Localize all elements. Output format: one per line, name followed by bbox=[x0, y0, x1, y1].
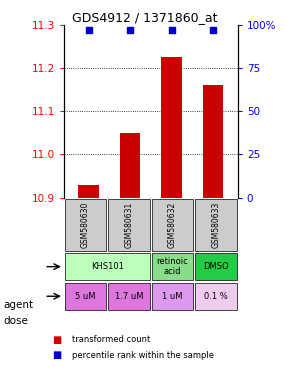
Bar bbox=[152, 199, 193, 251]
Bar bbox=[108, 199, 150, 251]
Text: 5 uM: 5 uM bbox=[75, 292, 96, 301]
Bar bbox=[195, 199, 237, 251]
Text: 1.7 uM: 1.7 uM bbox=[115, 292, 143, 301]
Bar bbox=[152, 253, 193, 280]
Text: KHS101: KHS101 bbox=[91, 262, 124, 271]
Text: transformed count: transformed count bbox=[72, 335, 151, 344]
Text: retinoic
acid: retinoic acid bbox=[157, 257, 189, 276]
Bar bbox=[195, 283, 237, 310]
Bar bbox=[78, 185, 99, 198]
Text: DMSO: DMSO bbox=[203, 262, 229, 271]
Bar bbox=[108, 283, 150, 310]
Bar bbox=[65, 199, 106, 251]
Bar bbox=[161, 57, 182, 198]
Text: GSM580632: GSM580632 bbox=[168, 202, 177, 248]
Bar bbox=[203, 85, 223, 198]
Text: ■: ■ bbox=[52, 335, 61, 345]
Bar bbox=[65, 253, 150, 280]
Text: GSM580630: GSM580630 bbox=[81, 202, 90, 248]
Text: GSM580633: GSM580633 bbox=[211, 202, 221, 248]
Bar bbox=[65, 283, 106, 310]
Bar bbox=[195, 253, 237, 280]
Point bbox=[86, 27, 91, 33]
Text: GSM580631: GSM580631 bbox=[124, 202, 134, 248]
Text: percentile rank within the sample: percentile rank within the sample bbox=[72, 351, 215, 360]
Text: 0.1 %: 0.1 % bbox=[204, 292, 228, 301]
Point bbox=[211, 27, 215, 33]
Text: GDS4912 / 1371860_at: GDS4912 / 1371860_at bbox=[72, 11, 218, 24]
Bar bbox=[120, 133, 140, 198]
Text: 1 uM: 1 uM bbox=[162, 292, 183, 301]
Text: dose: dose bbox=[3, 316, 28, 326]
Point bbox=[128, 27, 133, 33]
Text: ■: ■ bbox=[52, 350, 61, 360]
Point bbox=[169, 27, 174, 33]
Bar bbox=[152, 283, 193, 310]
Text: agent: agent bbox=[3, 300, 33, 310]
